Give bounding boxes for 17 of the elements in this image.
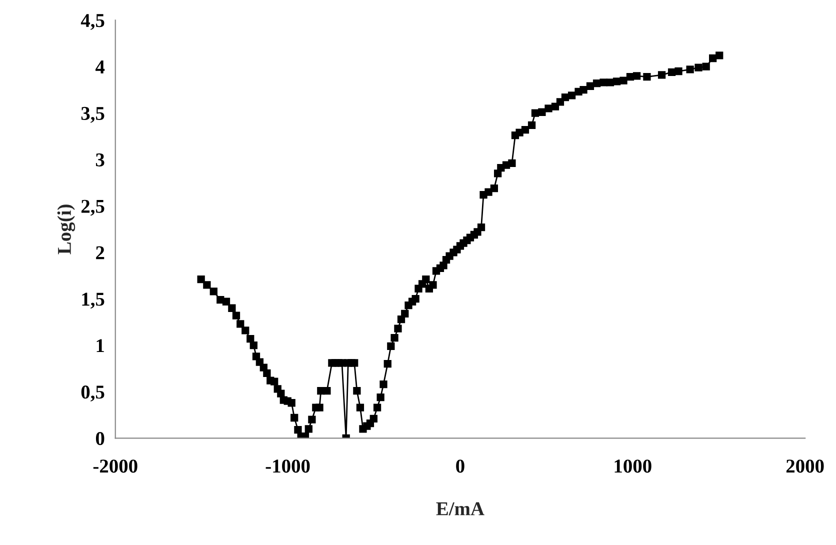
y-axis-title: Log(i): [57, 204, 76, 254]
y-tick-label: 4: [95, 60, 105, 74]
y-tick-label: 4,5: [80, 14, 104, 30]
y-tick-label: 3,5: [81, 106, 104, 123]
x-axis-title: E/mA: [436, 502, 484, 516]
y-tick-label: 1,5: [82, 292, 104, 309]
x-tick-label: -2000: [93, 460, 138, 473]
y-tick-label: 3: [96, 153, 104, 166]
y-tick-label: 1: [96, 339, 104, 352]
x-tick-label: 0: [456, 460, 464, 473]
y-tick-label: 2: [96, 246, 104, 260]
x-tick-label: -1000: [266, 460, 310, 473]
x-tick-label: 1000: [614, 460, 652, 473]
x-tick-label: 2000: [786, 460, 824, 473]
y-tick-label: 0: [96, 432, 104, 446]
y-tick-label: 0,5: [81, 386, 104, 402]
y-tick-label: 2,5: [81, 200, 104, 216]
